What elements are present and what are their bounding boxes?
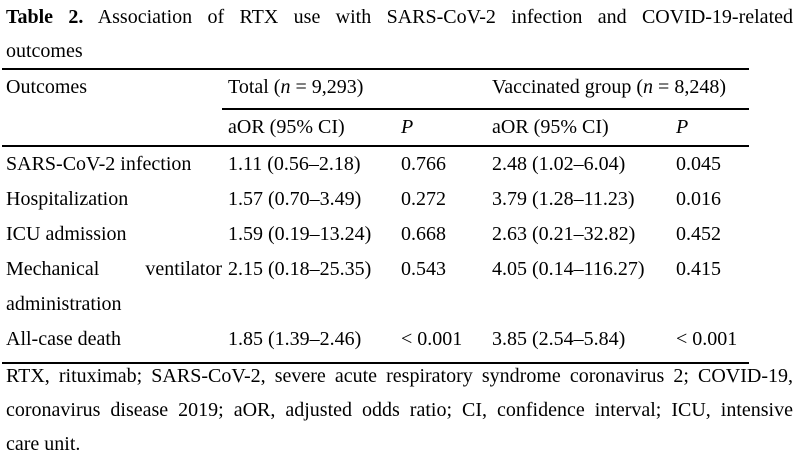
table-caption-text: Association of RTX use with SARS-CoV-2 i…: [97, 6, 793, 28]
header-total-p-label: P: [401, 116, 414, 138]
table-row-hospitalization: Hospitalization 1.57 (0.70–3.49) 0.272 3…: [2, 182, 749, 217]
header-total-prefix: Total (: [228, 76, 281, 98]
outcome-cell: Mechanical ventilator administration: [6, 258, 222, 315]
header-vaccinated-p-label: P: [676, 116, 689, 138]
header-total-p: P: [395, 109, 486, 147]
table-caption: Table 2. Association of RTX use with SAR…: [6, 0, 793, 68]
table-footnote: RTX, rituximab; SARS-CoV-2, severe acute…: [6, 359, 793, 461]
total-p-cell: 0.272: [401, 188, 446, 210]
header-total-suffix: = 9,293): [290, 76, 364, 98]
footnote-line1: RTX, rituximab; SARS-CoV-2, severe acute…: [6, 365, 793, 387]
table-number-label: Table 2.: [6, 6, 84, 28]
header-total-group: Total (n = 9,293): [222, 69, 486, 110]
vaccinated-p-cell: 0.452: [676, 223, 721, 245]
total-aor-cell: 1.85 (1.39–2.46): [222, 322, 395, 364]
total-p-cell: 0.766: [401, 153, 446, 175]
table-row-mechanical-ventilator: Mechanical ventilator administration 2.1…: [2, 252, 749, 322]
header-vaccinated-suffix: = 8,248): [653, 76, 726, 98]
vaccinated-aor-cell: 3.85 (2.54–5.84): [486, 322, 670, 364]
total-p-cell: 0.543: [401, 258, 446, 280]
outcomes-association-table: Outcomes Total (n = 9,293) Vaccinated gr…: [2, 68, 749, 364]
header-vaccinated-prefix: Vaccinated group (: [492, 76, 644, 98]
vaccinated-p-cell: 0.415: [676, 258, 721, 280]
total-p-cell: 0.668: [401, 223, 446, 245]
header-total-aor: aOR (95% CI): [222, 109, 395, 147]
outcome-cell: SARS-CoV-2 infection: [6, 153, 192, 175]
table-row-all-case-death: All-case death 1.85 (1.39–2.46) < 0.001 …: [2, 322, 749, 364]
header-total-n: n: [280, 76, 291, 98]
header-group-row: Outcomes Total (n = 9,293) Vaccinated gr…: [2, 69, 749, 147]
total-aor-cell: 1.57 (0.70–3.49): [228, 188, 362, 210]
vaccinated-p-cell: 0.045: [676, 153, 721, 175]
header-vaccinated-group: Vaccinated group (n = 8,248): [486, 69, 749, 110]
vaccinated-aor-cell: 2.48 (1.02–6.04): [492, 153, 626, 175]
total-aor-cell: 1.11 (0.56–2.18): [228, 153, 361, 175]
total-aor-cell: 2.15 (0.18–25.35): [228, 258, 372, 280]
table-row-icu-admission: ICU admission 1.59 (0.19–13.24) 0.668 2.…: [2, 217, 749, 252]
header-vaccinated-n: n: [643, 76, 654, 98]
total-aor-cell: 1.59 (0.19–13.24): [228, 223, 372, 245]
outcome-cell: All-case death: [2, 322, 222, 364]
vaccinated-aor-cell: 4.05 (0.14–116.27): [492, 258, 645, 280]
footnote-line2: coronavirus disease 2019; aOR, adjusted …: [6, 399, 793, 421]
header-vaccinated-aor: aOR (95% CI): [486, 109, 670, 147]
header-stat-row: aOR (95% CI) P aOR (95% CI) P: [2, 109, 749, 147]
vaccinated-aor-cell: 3.79 (1.28–11.23): [492, 188, 635, 210]
table-row-sars-cov-2-infection: SARS-CoV-2 infection 1.11 (0.56–2.18) 0.…: [2, 146, 749, 182]
vaccinated-p-cell: < 0.001: [670, 322, 749, 364]
vaccinated-p-cell: 0.016: [676, 188, 721, 210]
table-caption-line2: outcomes: [6, 40, 83, 62]
footnote-line3: care unit.: [6, 433, 81, 455]
table-caption-line1: Table 2. Association of RTX use with SAR…: [6, 0, 793, 34]
outcome-cell: ICU admission: [6, 223, 127, 245]
vaccinated-aor-cell: 2.63 (0.21–32.82): [492, 223, 636, 245]
total-p-cell: < 0.001: [395, 322, 486, 364]
outcome-cell: Hospitalization: [6, 188, 129, 210]
header-outcomes: Outcomes: [2, 69, 222, 147]
header-vaccinated-p: P: [670, 109, 749, 147]
